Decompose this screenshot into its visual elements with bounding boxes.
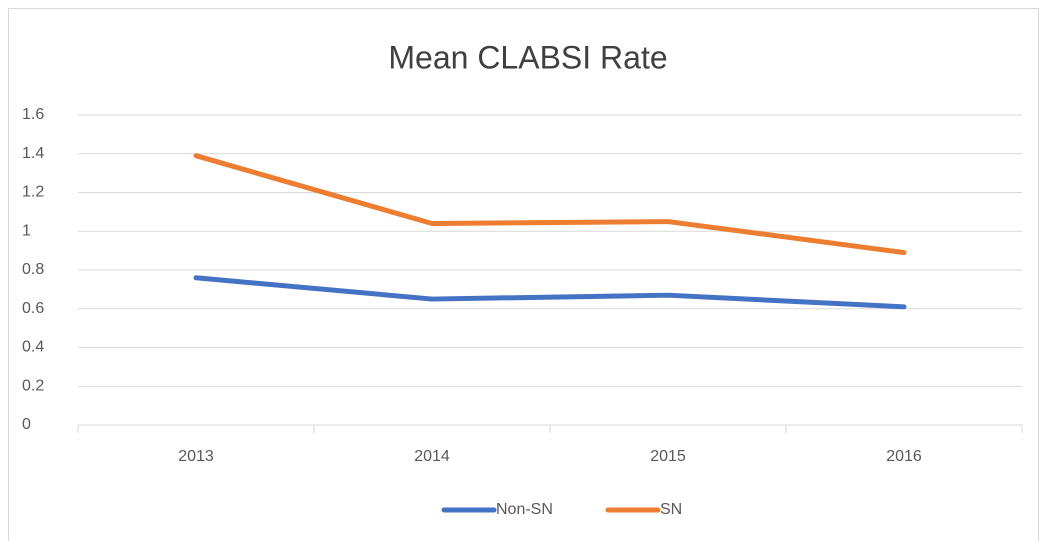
x-tick-label: 2013 (178, 448, 214, 465)
y-tick-label: 0 (22, 416, 31, 433)
y-tick-label: 1.2 (22, 184, 44, 201)
y-tick-label: 1.6 (22, 106, 44, 123)
chart-title: Mean CLABSI Rate (388, 39, 667, 75)
x-tick-label: 2014 (414, 448, 450, 465)
series-line (193, 275, 907, 310)
y-tick-label: 1 (22, 222, 31, 239)
x-tick-label: 2015 (650, 448, 686, 465)
y-tick-label: 0.4 (22, 339, 44, 356)
series-line (193, 153, 907, 256)
x-tick-label: 2016 (886, 448, 922, 465)
legend-label: SN (660, 501, 682, 518)
y-tick-label: 0.8 (22, 261, 44, 278)
legend-label: Non-SN (496, 501, 553, 518)
y-tick-label: 1.4 (22, 145, 44, 162)
chart-border (8, 8, 1039, 541)
y-tick-label: 0.6 (22, 300, 44, 317)
y-tick-label: 0.2 (22, 377, 44, 394)
